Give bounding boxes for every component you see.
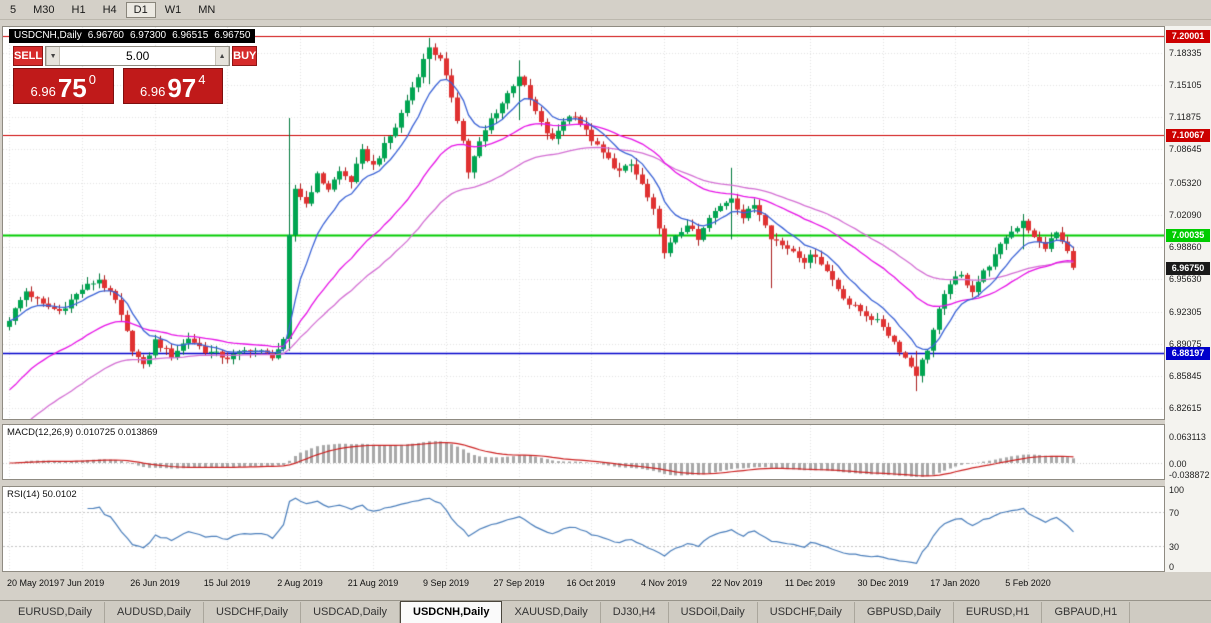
current-price-badge: 6.96750 [1166,261,1210,275]
date-tick-label: 9 Sep 2019 [422,578,470,588]
sell-price-button[interactable]: 6.96 75 0 [13,68,114,104]
date-tick-label: 2 Aug 2019 [277,578,323,588]
volume-increase-button[interactable]: ▲ [215,47,230,65]
tab-xauusd-daily[interactable]: XAUUSD,Daily [502,602,601,623]
tab-gbpaud-h1[interactable]: GBPAUD,H1 [1042,602,1131,623]
price-tick-label: 7.08645 [1169,144,1202,155]
tab-usdchf-daily[interactable]: USDCHF,Daily [204,602,302,623]
macd-chart-canvas[interactable] [3,425,1164,479]
price-tick-label: 7.18335 [1169,48,1202,59]
buy-price-pips: 97 [167,73,197,103]
timeframe-w1[interactable]: W1 [157,2,190,18]
timeframe-d1[interactable]: D1 [125,1,156,18]
price-tick-label: 6.92305 [1169,306,1202,317]
rsi-panel: RSI(14) 50.0102 [2,486,1165,572]
rsi-label: RSI(14) 50.0102 [7,489,77,500]
date-tick-label: 17 Jan 2020 [930,578,980,588]
tab-eurusd-daily[interactable]: EURUSD,Daily [6,602,105,623]
buy-button[interactable]: BUY [232,46,258,66]
date-tick-label: 21 Aug 2019 [347,578,399,588]
one-click-trading-panel: SELL ▼ ▲ BUY 6.96 75 0 6.96 97 4 [13,46,258,104]
symbol-period-label: USDCNH,Daily [14,30,82,41]
rsi-axis-label: 100 [1169,485,1185,495]
volume-stepper: ▼ ▲ [45,46,231,66]
support-blue-price-badge: 6.88197 [1166,346,1210,360]
volume-decrease-button[interactable]: ▼ [46,47,61,65]
price-tick-label: 6.85845 [1169,371,1202,382]
up-arrow-icon: ▲ [218,52,226,60]
buy-price-main: 6.96 [140,84,166,99]
tab-eurusd-h1[interactable]: EURUSD,H1 [954,602,1043,623]
buy-price-point: 4 [198,72,206,87]
down-arrow-icon: ▼ [49,52,57,60]
tab-usdcad-daily[interactable]: USDCAD,Daily [301,602,401,623]
macd-axis-label: 0.063113 [1169,431,1206,442]
date-tick-label: 15 Jul 2019 [203,578,251,588]
resistance-upper-price-badge: 7.20001 [1166,30,1210,44]
macd-label: MACD(12,26,9) 0.010725 0.013869 [7,427,158,438]
tab-usdoil-daily[interactable]: USDOil,Daily [669,602,758,623]
sell-price-point: 0 [88,72,96,87]
price-tick-label: 6.82615 [1169,403,1202,414]
timeframe-m30[interactable]: M30 [25,2,62,18]
pivot-green-price-badge: 7.00035 [1166,229,1210,243]
chart-tab-bar: EURUSD,Daily AUDUSD,Daily USDCHF,Daily USDC… [0,600,1211,623]
buy-price-button[interactable]: 6.96 97 4 [122,68,223,104]
tab-dj30-h4[interactable]: DJ30,H4 [601,602,669,623]
macd-axis-label: 0.00 [1169,459,1187,469]
timeframe-h1[interactable]: H1 [64,2,94,18]
date-tick-label: 26 Jun 2019 [130,578,180,588]
low-value: 6.96515 [172,30,209,41]
tab-usdcnh-daily[interactable]: USDCNH,Daily [400,601,503,623]
price-tick-label: 6.98860 [1169,241,1202,252]
tab-usdchf-daily[interactable]: USDCHF,Daily [758,602,855,623]
sell-price-pips: 75 [57,73,87,103]
date-tick-label: 4 Nov 2019 [640,578,688,588]
tab-gbpusd-daily[interactable]: GBPUSD,Daily [855,602,954,623]
sell-price-main: 6.96 [30,84,56,99]
date-tick-label: 7 Jun 2019 [59,578,105,588]
date-tick-label: 27 Sep 2019 [493,578,545,588]
rsi-axis-label: 0 [1169,562,1175,572]
sell-button[interactable]: SELL [13,46,44,66]
open-value: 6.96760 [87,30,124,41]
price-chart-panel: USDCNH,Daily 6.96760 6.97300 6.96515 6.96750… [2,26,1165,420]
macd-axis-label: -0.038872 [1169,470,1210,480]
price-tick-label: 7.02090 [1169,209,1202,220]
price-tick-label: 7.15105 [1169,80,1202,91]
time-axis: 20 May 2019 7 Jun 2019 26 Jun 2019 15 Jul 2… [2,572,1211,598]
price-tick-label: 7.11875 [1169,112,1201,123]
price-axis: 7.18335 7.15105 7.11875 7.08645 7.05320 7.020… [1165,26,1211,572]
date-tick-label: 16 Oct 2019 [566,578,616,588]
timeframe-mn[interactable]: MN [190,2,223,18]
close-value: 6.96750 [214,30,251,41]
price-tick-label: 7.05320 [1169,177,1202,188]
timeframe-toolbar: 5 M30 H1 H4 D1 W1 MN [0,0,1211,20]
price-tick-label: 6.95630 [1169,273,1202,284]
tab-audusd-daily[interactable]: AUDUSD,Daily [105,602,204,623]
rsi-axis-label: 30 [1169,541,1180,552]
date-tick-label: 5 Feb 2020 [1005,578,1051,588]
date-tick-label: 11 Dec 2019 [784,578,836,588]
price-tick-label: 6.89075 [1169,339,1202,350]
rsi-chart-canvas[interactable] [3,487,1164,571]
resistance-mid-price-badge: 7.10067 [1166,129,1210,143]
date-tick-label: 22 Nov 2019 [711,578,763,588]
date-tick-label: 20 May 2019 [6,578,60,588]
ohlc-header: USDCNH,Daily 6.96760 6.97300 6.96515 6.96750 [9,29,256,43]
timeframe-h4[interactable]: H4 [95,2,125,18]
date-tick-label: 30 Dec 2019 [857,578,909,588]
high-value: 6.97300 [129,30,167,41]
macd-panel: MACD(12,26,9) 0.010725 0.013869 [2,424,1165,480]
volume-input[interactable] [60,47,216,65]
rsi-axis-label: 70 [1169,508,1180,519]
timeframe-5[interactable]: 5 [2,2,24,18]
